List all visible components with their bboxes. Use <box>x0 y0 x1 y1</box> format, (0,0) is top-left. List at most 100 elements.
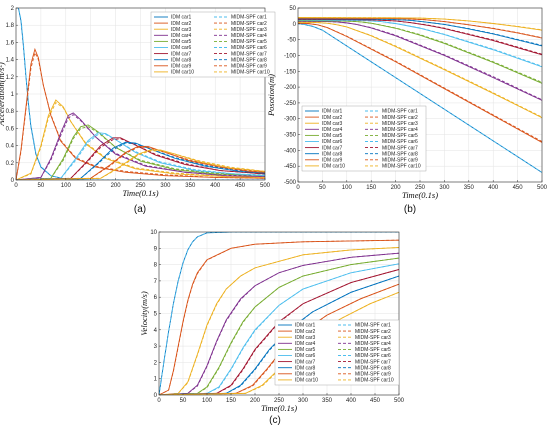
legend-entry: IDM car9 <box>171 64 192 70</box>
x-tick-label: 150 <box>86 183 97 189</box>
legend-entry: MIDM-SPF car8 <box>382 151 418 157</box>
y-tick-label: -450 <box>284 164 297 170</box>
x-tick-label: 300 <box>439 185 450 191</box>
y-tick-label: -50 <box>287 38 296 44</box>
legend-entry: IDM car5 <box>295 347 316 353</box>
legend-entry: MIDM-SPF car7 <box>382 145 418 151</box>
legend-entry: IDM car9 <box>295 372 316 378</box>
series-line-14 <box>16 138 265 180</box>
x-tick-label: 350 <box>322 398 333 404</box>
legend-entry: MIDM-SPF car10 <box>231 70 270 76</box>
y-tick-label: 1.2 <box>6 75 15 81</box>
x-tick-label: 350 <box>464 185 475 191</box>
y-tick-label: -100 <box>284 53 297 59</box>
legend-entry: IDM car1 <box>171 15 192 21</box>
panel-label: (c) <box>269 415 281 426</box>
legend-entry: IDM car8 <box>322 151 343 157</box>
x-axis-label: Time(0.1s) <box>402 190 438 200</box>
x-tick-label: 250 <box>135 183 146 189</box>
series-line-10 <box>298 20 542 83</box>
y-tick-label: -200 <box>284 85 297 91</box>
x-tick-label: 450 <box>513 185 524 191</box>
y-tick-label: -400 <box>284 148 297 154</box>
legend-entry: IDM car6 <box>171 45 192 51</box>
y-tick-label: 3 <box>154 344 158 350</box>
x-tick-label: 450 <box>235 183 246 189</box>
x-tick-label: 100 <box>342 185 353 191</box>
x-tick-label: 350 <box>185 183 196 189</box>
legend-entry: MIDM-SPF car2 <box>355 329 391 335</box>
legend-entry: IDM car5 <box>322 133 343 139</box>
legend-box <box>274 319 400 386</box>
legend: IDM car1 MIDM-SPF car1 IDM car2 MIDM-SPF ca… <box>301 105 427 172</box>
legend-entry: IDM car7 <box>171 51 192 57</box>
legend-entry: IDM car7 <box>322 145 343 151</box>
x-tick-label: 200 <box>391 185 402 191</box>
series-line-12 <box>298 19 542 67</box>
x-tick-label: 150 <box>366 185 377 191</box>
y-tick-label: 6 <box>154 295 158 301</box>
y-tick-label: -500 <box>284 180 297 186</box>
legend-entry: MIDM-SPF car8 <box>231 57 267 63</box>
legend-entry: MIDM-SPF car3 <box>382 121 418 127</box>
x-tick-label: 50 <box>180 398 187 404</box>
legend-entry: MIDM-SPF car3 <box>355 335 391 341</box>
legend-entry: IDM car10 <box>171 70 194 76</box>
legend-box <box>150 11 276 78</box>
legend-entry: MIDM-SPF car9 <box>355 372 391 378</box>
legend-entry: IDM car3 <box>171 27 192 33</box>
series-line-6 <box>16 101 265 180</box>
series-line-4 <box>16 51 265 180</box>
x-tick-label: 100 <box>202 398 213 404</box>
legend-entry: MIDM-SPF car4 <box>231 33 267 39</box>
legend-entry: MIDM-SPF car3 <box>231 27 267 33</box>
y-tick-label: 0 <box>293 22 297 28</box>
y-tick-label: 1.4 <box>6 58 15 64</box>
y-tick-label: 0.6 <box>6 126 15 132</box>
y-tick-label: 9 <box>154 246 158 252</box>
legend-entry: IDM car3 <box>295 335 316 341</box>
legend-entry: IDM car4 <box>171 33 192 39</box>
x-tick-label: 200 <box>111 183 122 189</box>
series-line-16 <box>16 142 265 180</box>
legend-entry: IDM car10 <box>322 164 345 170</box>
x-tick-label: 200 <box>250 398 261 404</box>
legend-entry: MIDM-SPF car5 <box>382 133 418 139</box>
series-line-14 <box>159 269 399 395</box>
legend-entry: MIDM-SPF car10 <box>382 164 421 170</box>
panel-label: (b) <box>404 204 416 215</box>
legend-entry: MIDM-SPF car6 <box>382 139 418 145</box>
x-tick-label: 400 <box>488 185 499 191</box>
legend-entry: MIDM-SPF car8 <box>355 365 391 371</box>
legend-entry: IDM car8 <box>171 57 192 63</box>
y-tick-label: 0 <box>11 178 15 184</box>
series-line-7 <box>159 252 399 395</box>
series-line-9 <box>16 124 265 180</box>
y-tick-label: 5 <box>154 312 158 318</box>
legend-entry: MIDM-SPF car7 <box>231 51 267 57</box>
legend-entry: IDM car7 <box>295 359 316 365</box>
series-line-3 <box>16 47 265 180</box>
legend-entry: IDM car4 <box>322 127 343 133</box>
x-tick-label: 50 <box>319 185 326 191</box>
series-line-12 <box>16 133 265 180</box>
legend-entry: MIDM-SPF car4 <box>355 341 391 347</box>
legend-entry: IDM car6 <box>322 139 343 145</box>
x-tick-label: 100 <box>61 183 72 189</box>
x-tick-label: 500 <box>537 185 548 191</box>
legend-entry: IDM car1 <box>295 323 316 329</box>
x-tick-label: 250 <box>415 185 426 191</box>
x-tick-label: 500 <box>394 398 405 404</box>
legend-entry: IDM car2 <box>171 21 192 27</box>
x-tick-label: 0 <box>157 398 161 404</box>
legend-entry: MIDM-SPF car4 <box>382 127 418 133</box>
y-axis-label: Velocity(m/s) <box>139 291 149 336</box>
series-line-18 <box>159 283 399 395</box>
series-line-2 <box>159 232 399 395</box>
legend-entry: MIDM-SPF car7 <box>355 359 391 365</box>
y-axis-label: Acceleration(m/s²) <box>0 62 6 127</box>
x-axis-label: Time(0.1s) <box>261 403 297 413</box>
legend-entry: MIDM-SPF car1 <box>382 109 418 115</box>
y-tick-label: 7 <box>154 279 158 285</box>
series-line-20 <box>298 17 542 31</box>
